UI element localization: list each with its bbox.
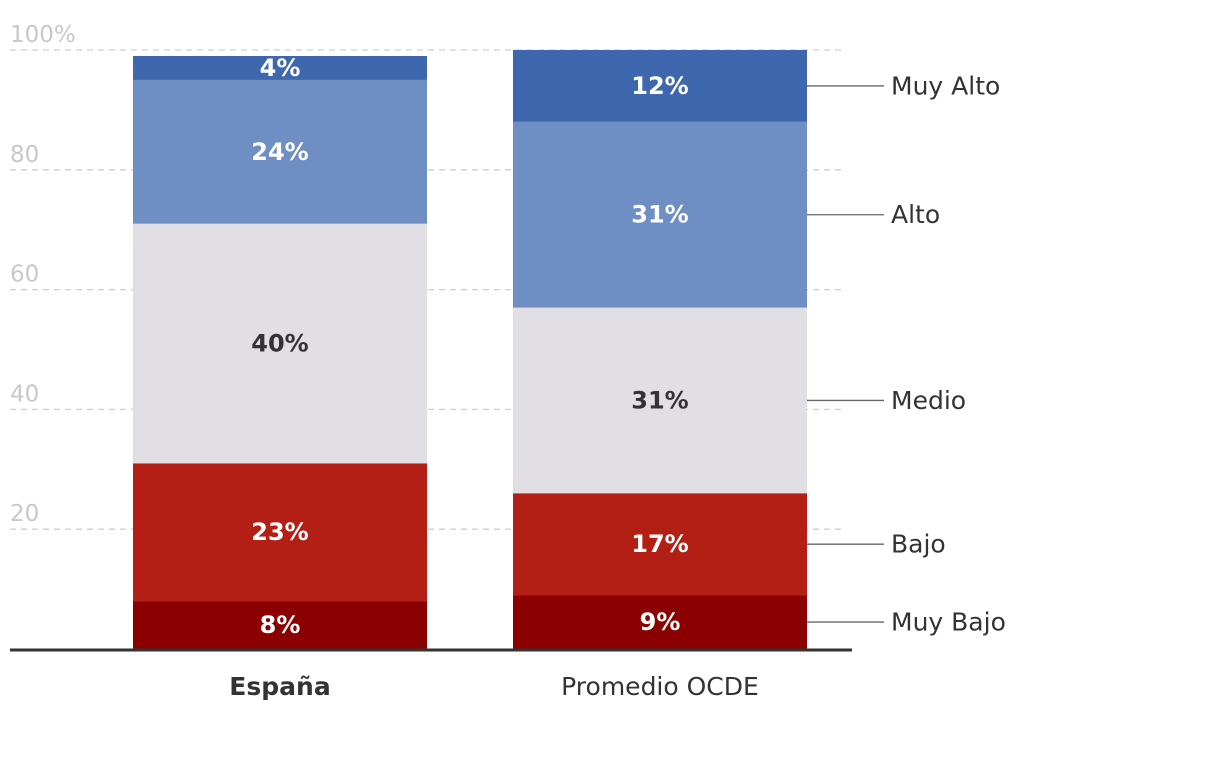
bar-espana-bajo xyxy=(133,463,427,602)
legend-label-muy-bajo: Muy Bajo xyxy=(891,608,1006,637)
segment-labels: 8% 23% 40% 24% 4% 9% 17% 31% 31% 12% xyxy=(251,54,688,639)
y-tick-label-100: 100% xyxy=(10,22,76,48)
data-label-espana-medio: 40% xyxy=(251,330,308,358)
legend-label-alto: Alto xyxy=(891,200,940,229)
y-tick-label-60: 60 xyxy=(10,262,39,288)
category-label-promedio-ocde: Promedio OCDE xyxy=(561,672,759,701)
y-tick-label-40: 40 xyxy=(10,381,39,407)
legend: Muy Bajo Bajo Medio Alto Muy Alto xyxy=(807,71,1006,637)
data-label-espana-muy-bajo: 8% xyxy=(260,611,301,639)
data-label-promedio-ocde-muy-bajo: 9% xyxy=(640,608,681,636)
data-label-espana-alto: 24% xyxy=(251,138,308,166)
bar-promedio-ocde-bajo xyxy=(513,493,807,596)
bar-espana-muy-bajo xyxy=(133,601,427,649)
bar-promedio-ocde-alto xyxy=(513,121,807,308)
legend-label-bajo: Bajo xyxy=(891,530,946,559)
legend-label-medio: Medio xyxy=(891,386,966,415)
category-labels: España Promedio OCDE xyxy=(229,672,759,701)
data-label-promedio-ocde-muy-alto: 12% xyxy=(631,72,688,100)
y-tick-label-80: 80 xyxy=(10,142,39,168)
bar-espana-alto xyxy=(133,79,427,224)
bar-promedio-ocde-medio xyxy=(513,307,807,494)
bar-espana-muy-alto xyxy=(133,55,427,80)
data-label-promedio-ocde-bajo: 17% xyxy=(631,530,688,558)
bar-promedio-ocde-muy-alto xyxy=(513,50,807,122)
bar-promedio-ocde-muy-bajo xyxy=(513,595,807,649)
data-label-espana-muy-alto: 4% xyxy=(260,54,301,82)
category-label-espana: España xyxy=(229,672,330,701)
data-label-promedio-ocde-medio: 31% xyxy=(631,386,688,414)
legend-label-muy-alto: Muy Alto xyxy=(891,71,1000,100)
y-tick-label-20: 20 xyxy=(10,501,39,527)
data-label-espana-bajo: 23% xyxy=(251,518,308,546)
bars xyxy=(133,50,807,649)
data-label-promedio-ocde-alto: 31% xyxy=(631,201,688,229)
bar-espana-medio xyxy=(133,223,427,464)
y-axis-ticks: 20 40 60 80 100% xyxy=(10,22,76,527)
